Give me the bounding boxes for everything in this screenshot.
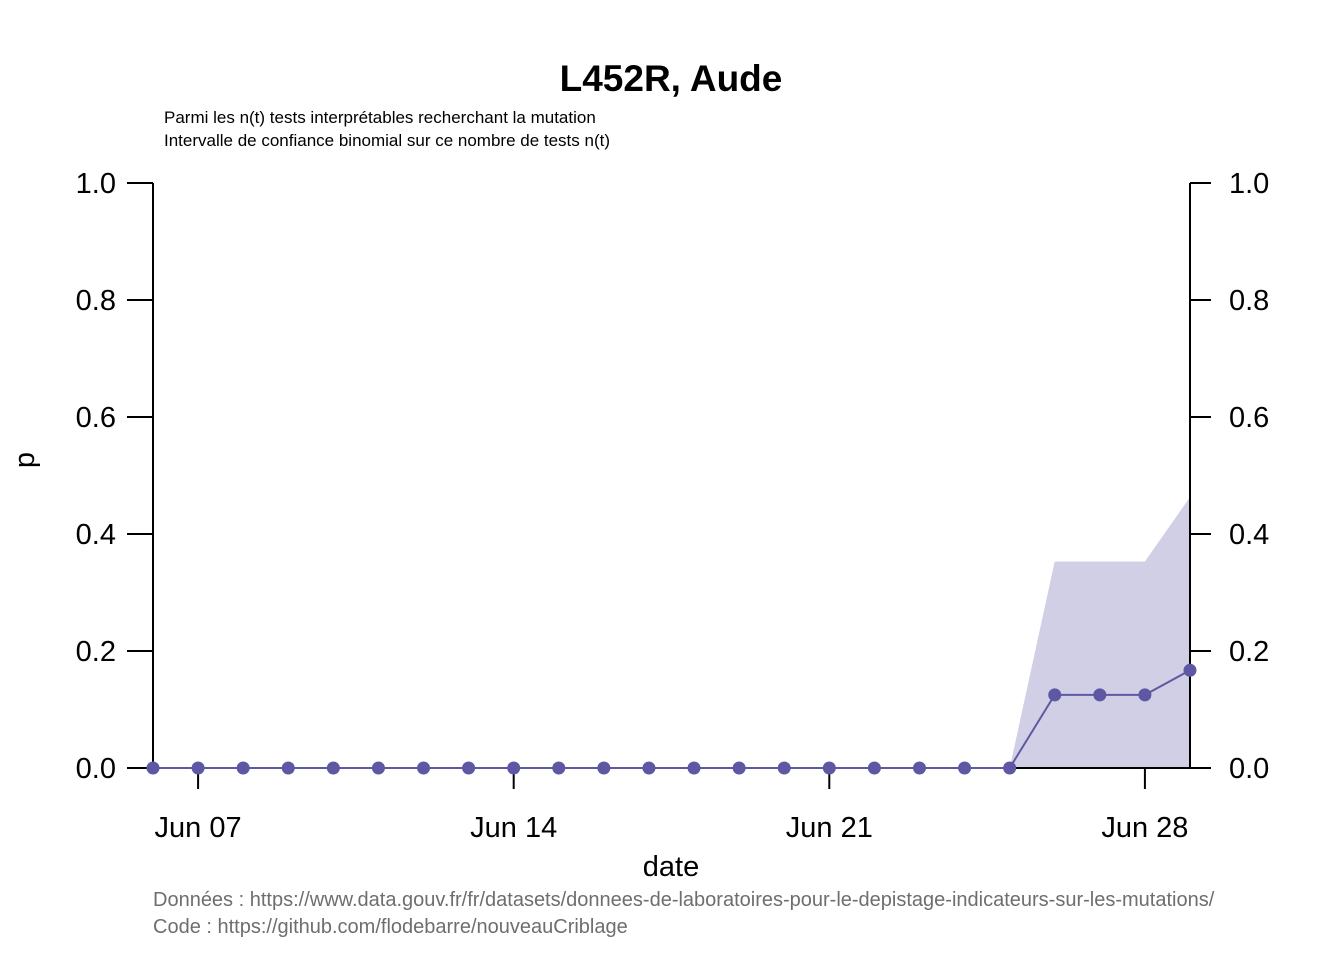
y-tick-label-left: 0.2 [76,636,116,668]
data-point [462,761,476,775]
data-point [417,761,431,775]
data-point [1048,688,1062,702]
series-line [153,669,1191,769]
y-tick-label-left: 0.0 [76,753,116,785]
data-point [687,761,701,775]
data-point [1183,663,1197,677]
y-tick-label-right: 0.0 [1229,753,1269,785]
confidence-band-layer [153,497,1190,768]
x-axis-title: date [643,851,699,883]
code-source: Code : https://github.com/flodebarre/nou… [153,916,628,938]
chart-subtitle-line-1: Parmi les n(t) tests interprétables rech… [164,108,596,127]
confidence-band [153,497,1190,768]
data-point [822,761,836,775]
x-tick-label: Jun 07 [155,812,242,844]
y-tick-label-right: 0.2 [1229,636,1269,668]
data-point [597,761,611,775]
y-axis-title: p [9,452,41,468]
y-tick-label-left: 1.0 [76,168,116,200]
data-point [1138,688,1152,702]
data-point [777,761,791,775]
data-point [912,761,926,775]
x-tick-label: Jun 21 [786,812,873,844]
y-tick-label-right: 1.0 [1229,168,1269,200]
y-tick-label-left: 0.6 [76,402,116,434]
data-point [236,761,250,775]
data-source: Données : https://www.data.gouv.fr/fr/da… [153,889,1215,911]
data-point [371,761,385,775]
data-point [146,761,160,775]
y-tick-label-right: 0.4 [1229,519,1269,551]
data-point [326,761,340,775]
data-point [281,761,295,775]
y-tick-label-left: 0.8 [76,285,116,317]
series-points [146,663,1197,775]
x-ticks: Jun 07 Jun 14 Jun 21 Jun 28 [155,768,1188,844]
data-point [642,761,656,775]
y-ticks: 0.0 0.0 0.2 0.2 0.4 0.4 0.6 0.6 0.8 0.8 1.0 1.0 [76,168,1270,785]
chart-title: L452R, Aude [560,58,783,99]
data-point [1003,761,1017,775]
x-tick-label: Jun 28 [1101,812,1188,844]
data-point [507,761,521,775]
x-tick-label: Jun 14 [470,812,557,844]
y-tick-label-right: 0.8 [1229,285,1269,317]
data-point [1093,688,1107,702]
data-point [732,761,746,775]
data-point [867,761,881,775]
data-point [191,761,205,775]
y-tick-label-left: 0.4 [76,519,116,551]
y-tick-label-right: 0.6 [1229,402,1269,434]
series-line-layer [153,669,1191,769]
data-point [552,761,566,775]
chart-subtitle-line-2: Intervalle de confiance binomial sur ce … [164,131,610,150]
data-point [958,761,972,775]
